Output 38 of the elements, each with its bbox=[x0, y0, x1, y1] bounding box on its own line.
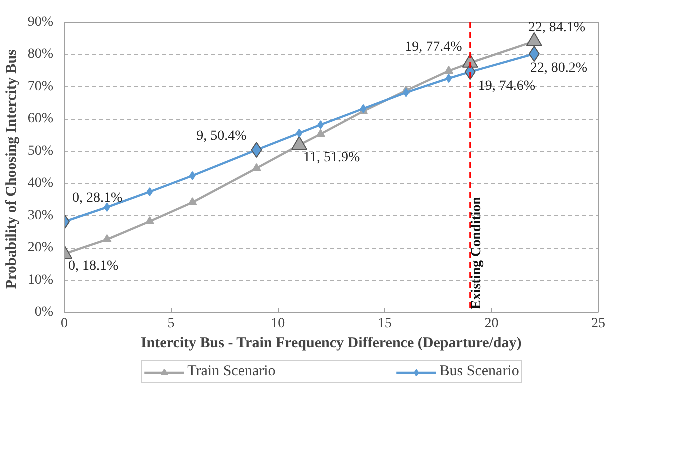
y-tick-label: 80% bbox=[28, 47, 54, 62]
ref-line-label: Existing Condition bbox=[469, 196, 484, 310]
y-tick-label: 30% bbox=[28, 208, 54, 224]
y-tick-label: 50% bbox=[28, 144, 54, 159]
data-label: 9, 50.4% bbox=[196, 129, 248, 144]
point bbox=[102, 234, 112, 242]
point bbox=[446, 74, 452, 84]
x-tick-label: 10 bbox=[271, 316, 286, 332]
point bbox=[252, 163, 262, 172]
data-label: 0, 18.1% bbox=[68, 259, 119, 274]
x-axis-title: Intercity Bus - Train Frequency Difference (Departure/day) bbox=[140, 336, 522, 352]
data-label: 19, 77.4% bbox=[405, 40, 463, 56]
x-tick-label: 25 bbox=[592, 316, 606, 332]
data-label: 0, 28.1% bbox=[72, 190, 123, 206]
x-tick-label: 20 bbox=[484, 316, 499, 332]
point bbox=[189, 171, 196, 180]
y-tick-label: 60% bbox=[28, 112, 54, 127]
x-tick-label: 15 bbox=[378, 316, 392, 332]
y-tick-label: 10% bbox=[28, 272, 54, 288]
y-tick-label: 20% bbox=[28, 240, 54, 256]
x-tick-label: 5 bbox=[168, 316, 175, 332]
x-tick-label: 0 bbox=[61, 316, 68, 332]
point bbox=[145, 216, 154, 224]
data-label: 22, 80.2% bbox=[530, 61, 588, 76]
y-tick-label: 90% bbox=[28, 15, 54, 30]
legend-label: Train Scenario bbox=[188, 364, 276, 380]
data-label: 19, 74.6% bbox=[478, 79, 536, 94]
y-axis-title: Probability of Choosing Intercity Bus bbox=[4, 49, 20, 290]
point bbox=[188, 198, 198, 206]
y-tick-label: 0% bbox=[34, 305, 54, 320]
point bbox=[296, 128, 303, 138]
y-tick-label: 40% bbox=[28, 176, 54, 192]
legend-label: Bus Scenario bbox=[440, 364, 520, 380]
point bbox=[146, 187, 154, 196]
data-label: 11, 51.9% bbox=[303, 150, 360, 166]
data-label: 22, 84.1% bbox=[528, 20, 586, 36]
point bbox=[316, 129, 326, 138]
y-tick-label: 70% bbox=[28, 79, 54, 94]
